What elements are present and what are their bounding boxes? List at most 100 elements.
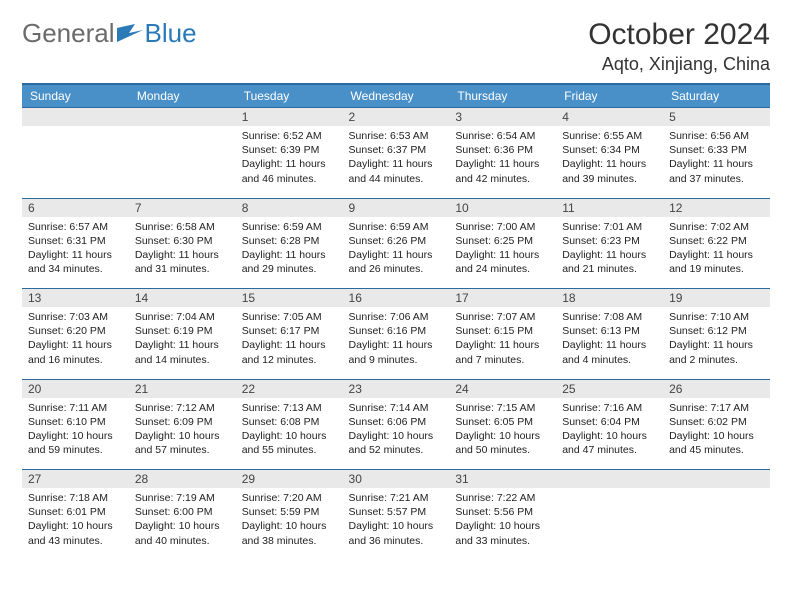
day-detail-cell: Sunrise: 7:05 AMSunset: 6:17 PMDaylight:… (236, 307, 343, 379)
daylight-line: Daylight: 11 hours and 37 minutes. (669, 157, 764, 185)
day-number-row: 20212223242526 (22, 379, 770, 398)
day-number-cell: 29 (236, 470, 343, 489)
sunset-line: Sunset: 6:28 PM (242, 234, 337, 248)
sunrise-line: Sunrise: 6:57 AM (28, 220, 123, 234)
day-detail-cell: Sunrise: 7:07 AMSunset: 6:15 PMDaylight:… (449, 307, 556, 379)
daylight-line: Daylight: 11 hours and 19 minutes. (669, 248, 764, 276)
day-number-cell: 17 (449, 289, 556, 308)
daylight-line: Daylight: 10 hours and 50 minutes. (455, 429, 550, 457)
day-number-cell: 2 (343, 108, 450, 127)
day-number-cell: 19 (663, 289, 770, 308)
sunrise-line: Sunrise: 6:53 AM (349, 129, 444, 143)
sunset-line: Sunset: 6:30 PM (135, 234, 230, 248)
daylight-line: Daylight: 10 hours and 36 minutes. (349, 519, 444, 547)
day-detail-row: Sunrise: 6:52 AMSunset: 6:39 PMDaylight:… (22, 126, 770, 198)
daylight-line: Daylight: 10 hours and 59 minutes. (28, 429, 123, 457)
day-number-cell: 4 (556, 108, 663, 127)
weekday-header: Friday (556, 84, 663, 108)
day-number-cell: 16 (343, 289, 450, 308)
daylight-line: Daylight: 10 hours and 45 minutes. (669, 429, 764, 457)
sunrise-line: Sunrise: 7:03 AM (28, 310, 123, 324)
day-number-cell: 15 (236, 289, 343, 308)
day-detail-cell (556, 488, 663, 560)
day-detail-cell: Sunrise: 7:00 AMSunset: 6:25 PMDaylight:… (449, 217, 556, 289)
sunset-line: Sunset: 5:56 PM (455, 505, 550, 519)
day-number-cell: 11 (556, 198, 663, 217)
daylight-line: Daylight: 11 hours and 39 minutes. (562, 157, 657, 185)
sunset-line: Sunset: 6:12 PM (669, 324, 764, 338)
weekday-header: Tuesday (236, 84, 343, 108)
day-detail-cell: Sunrise: 6:52 AMSunset: 6:39 PMDaylight:… (236, 126, 343, 198)
daylight-line: Daylight: 10 hours and 43 minutes. (28, 519, 123, 547)
daylight-line: Daylight: 11 hours and 29 minutes. (242, 248, 337, 276)
day-detail-cell: Sunrise: 6:56 AMSunset: 6:33 PMDaylight:… (663, 126, 770, 198)
sunrise-line: Sunrise: 6:59 AM (242, 220, 337, 234)
day-number-cell: 30 (343, 470, 450, 489)
day-number-cell: 1 (236, 108, 343, 127)
header: General Blue October 2024 Aqto, Xinjiang… (22, 18, 770, 75)
sunrise-line: Sunrise: 7:02 AM (669, 220, 764, 234)
daylight-line: Daylight: 10 hours and 47 minutes. (562, 429, 657, 457)
daylight-line: Daylight: 11 hours and 21 minutes. (562, 248, 657, 276)
day-detail-cell: Sunrise: 7:12 AMSunset: 6:09 PMDaylight:… (129, 398, 236, 470)
day-detail-cell: Sunrise: 7:04 AMSunset: 6:19 PMDaylight:… (129, 307, 236, 379)
sunset-line: Sunset: 6:00 PM (135, 505, 230, 519)
day-number-row: 6789101112 (22, 198, 770, 217)
day-detail-cell: Sunrise: 7:01 AMSunset: 6:23 PMDaylight:… (556, 217, 663, 289)
day-number-cell: 12 (663, 198, 770, 217)
sunrise-line: Sunrise: 7:12 AM (135, 401, 230, 415)
sunrise-line: Sunrise: 7:17 AM (669, 401, 764, 415)
day-detail-row: Sunrise: 7:03 AMSunset: 6:20 PMDaylight:… (22, 307, 770, 379)
sunrise-line: Sunrise: 7:10 AM (669, 310, 764, 324)
day-number-cell: 23 (343, 379, 450, 398)
daylight-line: Daylight: 10 hours and 40 minutes. (135, 519, 230, 547)
day-detail-cell: Sunrise: 6:57 AMSunset: 6:31 PMDaylight:… (22, 217, 129, 289)
day-detail-cell: Sunrise: 7:13 AMSunset: 6:08 PMDaylight:… (236, 398, 343, 470)
sunset-line: Sunset: 6:17 PM (242, 324, 337, 338)
day-number-cell: 22 (236, 379, 343, 398)
day-number-cell: 24 (449, 379, 556, 398)
sunrise-line: Sunrise: 7:21 AM (349, 491, 444, 505)
day-detail-cell: Sunrise: 7:03 AMSunset: 6:20 PMDaylight:… (22, 307, 129, 379)
day-number-row: 13141516171819 (22, 289, 770, 308)
day-detail-cell: Sunrise: 7:15 AMSunset: 6:05 PMDaylight:… (449, 398, 556, 470)
sunset-line: Sunset: 6:39 PM (242, 143, 337, 157)
day-detail-cell: Sunrise: 7:20 AMSunset: 5:59 PMDaylight:… (236, 488, 343, 560)
sunrise-line: Sunrise: 7:18 AM (28, 491, 123, 505)
day-number-cell (129, 108, 236, 127)
day-number-cell: 31 (449, 470, 556, 489)
logo: General Blue (22, 18, 197, 49)
daylight-line: Daylight: 11 hours and 26 minutes. (349, 248, 444, 276)
day-detail-cell: Sunrise: 7:16 AMSunset: 6:04 PMDaylight:… (556, 398, 663, 470)
daylight-line: Daylight: 11 hours and 9 minutes. (349, 338, 444, 366)
sunrise-line: Sunrise: 7:00 AM (455, 220, 550, 234)
daylight-line: Daylight: 10 hours and 38 minutes. (242, 519, 337, 547)
day-detail-cell: Sunrise: 6:53 AMSunset: 6:37 PMDaylight:… (343, 126, 450, 198)
day-number-cell: 8 (236, 198, 343, 217)
sunrise-line: Sunrise: 7:11 AM (28, 401, 123, 415)
sunset-line: Sunset: 6:01 PM (28, 505, 123, 519)
sunset-line: Sunset: 6:37 PM (349, 143, 444, 157)
daylight-line: Daylight: 11 hours and 7 minutes. (455, 338, 550, 366)
daylight-line: Daylight: 10 hours and 55 minutes. (242, 429, 337, 457)
day-detail-cell: Sunrise: 6:54 AMSunset: 6:36 PMDaylight:… (449, 126, 556, 198)
weekday-header: Monday (129, 84, 236, 108)
daylight-line: Daylight: 11 hours and 16 minutes. (28, 338, 123, 366)
sunrise-line: Sunrise: 6:54 AM (455, 129, 550, 143)
day-detail-cell: Sunrise: 7:17 AMSunset: 6:02 PMDaylight:… (663, 398, 770, 470)
sunset-line: Sunset: 6:23 PM (562, 234, 657, 248)
daylight-line: Daylight: 11 hours and 44 minutes. (349, 157, 444, 185)
day-number-cell: 3 (449, 108, 556, 127)
day-number-cell: 20 (22, 379, 129, 398)
logo-text-blue: Blue (145, 18, 197, 49)
day-number-cell (663, 470, 770, 489)
day-number-row: 12345 (22, 108, 770, 127)
day-detail-cell: Sunrise: 6:59 AMSunset: 6:28 PMDaylight:… (236, 217, 343, 289)
sunset-line: Sunset: 6:22 PM (669, 234, 764, 248)
calendar-table: Sunday Monday Tuesday Wednesday Thursday… (22, 83, 770, 560)
sunrise-line: Sunrise: 6:55 AM (562, 129, 657, 143)
sunset-line: Sunset: 6:02 PM (669, 415, 764, 429)
daylight-line: Daylight: 11 hours and 46 minutes. (242, 157, 337, 185)
weekday-header: Wednesday (343, 84, 450, 108)
day-number-cell: 28 (129, 470, 236, 489)
